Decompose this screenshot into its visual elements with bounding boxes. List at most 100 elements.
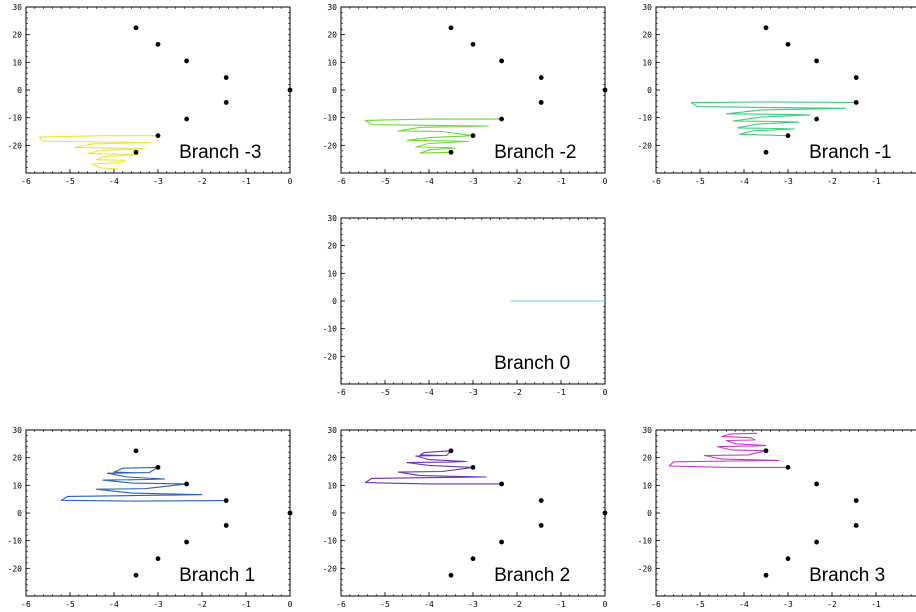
y-tick-label: 30 [12,426,22,435]
x-tick-label: 0 [603,388,608,397]
data-point [223,75,229,80]
y-tick-label: 10 [12,481,22,490]
data-point [499,58,504,64]
y-tick-label: 20 [327,31,337,40]
y-tick-label: -20 [323,352,338,361]
x-tick-label: -5 [380,388,390,397]
x-tick-label: 0 [603,600,608,609]
plot-frame [340,429,606,597]
data-point [763,448,769,454]
data-point [853,75,859,80]
x-tick-label: -6 [21,600,31,609]
data-point [184,116,190,122]
data-point [133,149,139,155]
y-tick-label: -20 [8,141,23,150]
data-point [133,25,139,31]
x-tick-label: -2 [197,177,207,186]
y-tick-label: -10 [323,537,338,546]
data-point [448,448,454,454]
y-tick-label: -10 [323,114,338,123]
x-tick-label: -6 [21,177,31,186]
data-point [499,481,504,487]
y-tick-label: 20 [327,454,337,463]
x-tick-label: -3 [153,177,163,186]
y-tick-label: -20 [8,564,23,573]
y-tick-label: 0 [17,509,22,518]
data-point [448,572,454,578]
y-tick-label: 10 [12,58,22,67]
data-point [470,464,476,470]
data-point [853,523,859,528]
data-point [814,116,819,122]
y-tick-label: -10 [638,537,653,546]
x-tick-label: -3 [468,177,478,186]
y-tick-label: 30 [642,3,652,12]
x-tick-label: -5 [65,177,75,186]
x-tick-label: -5 [65,600,75,609]
plot-frame [25,429,291,597]
x-tick-label: -6 [336,600,346,609]
y-tick-label: 10 [327,269,337,278]
data-point [853,498,859,503]
x-tick-label: -4 [739,600,749,609]
data-point [155,41,161,47]
y-tick-label: 0 [647,509,652,518]
x-tick-label: -4 [109,600,119,609]
x-tick-label: -1 [241,177,251,186]
data-point [184,58,190,64]
y-tick-label: 20 [12,454,22,463]
x-tick-label: 0 [288,600,293,609]
x-tick-label: -3 [468,388,478,397]
data-point [499,116,504,122]
data-point [470,41,476,47]
x-tick-label: -5 [380,177,390,186]
data-point [785,41,791,47]
branch-curve [668,432,788,468]
plot-frame [655,429,916,597]
x-tick-label: -4 [424,388,434,397]
x-tick-label: -1 [871,177,881,186]
y-tick-label: -10 [638,114,653,123]
data-point [184,539,190,545]
data-point [538,523,544,528]
x-tick-label: -4 [424,177,434,186]
x-tick-label: -2 [512,388,522,397]
data-point [223,100,229,105]
data-point [448,149,454,155]
x-tick-label: -6 [336,177,346,186]
x-tick-label: -4 [109,177,119,186]
plot-frame [25,6,291,174]
data-point [602,87,608,93]
x-tick-label: -5 [695,177,705,186]
branch-label: Branch 1 [179,565,255,586]
branch-label: Branch 0 [494,353,570,374]
y-tick-label: -20 [323,564,338,573]
data-point [814,539,819,545]
branch-curve [690,101,857,137]
data-point [223,523,229,528]
y-tick-label: 20 [12,31,22,40]
x-tick-label: -6 [651,600,661,609]
y-tick-label: 20 [327,242,337,251]
x-tick-label: -1 [556,600,566,609]
y-tick-label: -10 [323,325,338,334]
data-point [287,510,293,516]
data-point [133,448,139,454]
data-point [763,149,769,155]
x-tick-label: -2 [512,600,522,609]
x-tick-label: -2 [827,600,837,609]
y-tick-label: -20 [638,564,653,573]
x-tick-label: -5 [380,600,390,609]
y-tick-label: 30 [327,214,337,223]
y-tick-label: 0 [332,509,337,518]
y-tick-label: 0 [17,86,22,95]
x-tick-label: -4 [424,600,434,609]
data-point [538,498,544,503]
x-tick-label: -1 [556,177,566,186]
data-point [538,75,544,80]
